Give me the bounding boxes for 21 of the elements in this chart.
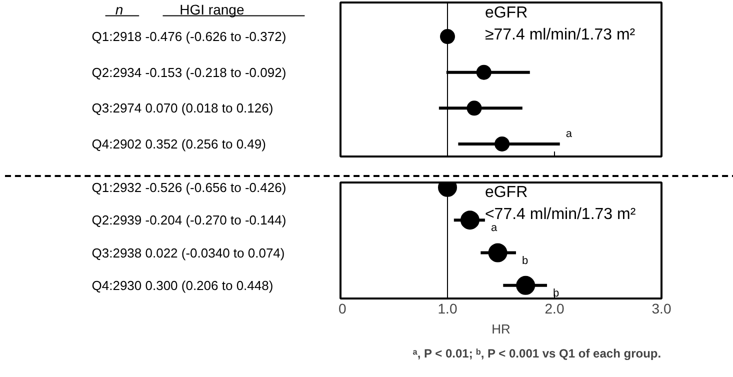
- text: n: [115, 2, 124, 18]
- annotation: a: [490, 222, 498, 234]
- x-tick-label: 1.0: [438, 300, 458, 316]
- text: eGFR ≥77.4 ml/min/1.73 m²: [484, 4, 636, 44]
- annotation: b: [522, 254, 528, 267]
- y-tick-label: Q2:2939 -0.204 (-0.270 to -0.144): [92, 212, 286, 228]
- text: ᵃ, P < 0.01; ᵇ, P < 0.001 vs Q1 of each group.: [412, 346, 662, 360]
- y-tick-label: Q4:2902 0.352 (0.256 to 0.49): [92, 136, 266, 152]
- text: eGFR <77.4 ml/min/1.73 m²: [484, 184, 636, 224]
- y-tick-label: Q4:2930 0.300 (0.206 to 0.448): [92, 278, 274, 293]
- x-tick-label: 2.0: [544, 300, 564, 316]
- y-tick-label: Q3:2938 0.022 (-0.0340 to 0.074): [92, 245, 285, 260]
- y-tick-label: Q2:2934 -0.153 (-0.218 to -0.092): [92, 64, 286, 80]
- x-axis-title: HR: [492, 322, 510, 336]
- text: HGI range: [180, 2, 244, 18]
- y-tick-label: Q1:2932 -0.526 (-0.656 to -0.426): [92, 180, 286, 195]
- x-tick-label: 3.0: [652, 300, 672, 316]
- annotation: a: [566, 128, 573, 140]
- y-tick-label: Q3:2974 0.070 (0.018 to 0.126): [92, 100, 274, 116]
- y-tick-label: Q1:2918 -0.476 (-0.626 to -0.372): [92, 29, 286, 44]
- x-tick-label: 0: [338, 300, 346, 316]
